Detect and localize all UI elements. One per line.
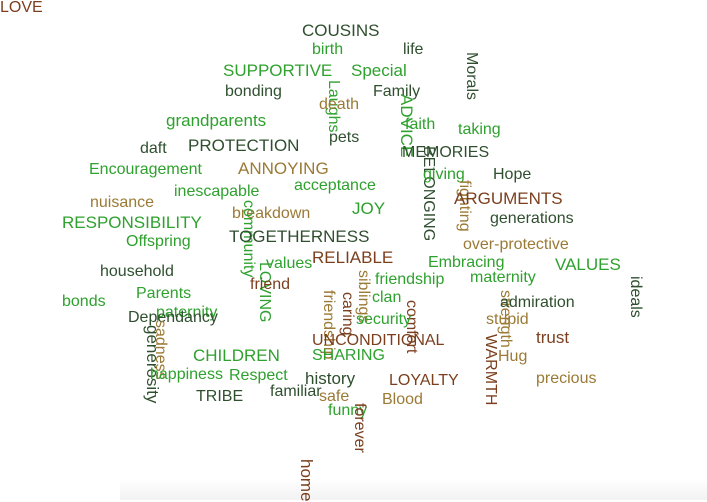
cloud-word: caring: [339, 292, 356, 336]
cloud-word: faith: [405, 116, 436, 133]
cloud-word: acceptance: [294, 177, 376, 194]
cloud-word: forever: [351, 403, 368, 453]
cloud-word: generations: [490, 210, 574, 227]
cloud-word: daft: [140, 140, 167, 157]
bottom-shadow: [120, 478, 707, 500]
cloud-word: admiration: [500, 294, 575, 311]
cloud-word: Family: [373, 83, 421, 100]
cloud-word: taking: [458, 121, 501, 138]
cloud-word: TRIBE: [196, 388, 244, 405]
cloud-word: Hope: [493, 166, 532, 183]
cloud-word: RELIABLE: [312, 248, 394, 267]
cloud-word: inescapable: [174, 183, 260, 200]
cloud-word: Embracing: [428, 254, 505, 271]
cloud-word: paternity: [156, 304, 218, 321]
cloud-word: Special: [351, 61, 407, 80]
cloud-word: history: [305, 369, 356, 388]
cloud-word: bonds: [62, 293, 106, 310]
cloud-word: pets: [329, 129, 360, 146]
cloud-word: Morals: [463, 52, 480, 101]
cloud-word: death: [319, 96, 360, 113]
cloud-word: WARMTH: [482, 334, 499, 406]
cloud-word: safe: [319, 388, 350, 405]
cloud-word: breakdown: [232, 205, 311, 222]
cloud-word: VALUES: [555, 255, 621, 274]
cloud-word: stupid: [486, 311, 529, 328]
cloud-word: generosity: [143, 325, 162, 404]
cloud-word: Encouragement: [89, 161, 202, 178]
cloud-word: grandparents: [166, 111, 267, 130]
cloud-word: MEMORIES: [402, 144, 490, 161]
cloud-word: nuisance: [90, 194, 155, 211]
cloud-word: giving: [423, 166, 465, 183]
cloud-word: RESPONSIBILITY: [62, 213, 202, 232]
cloud-word: maternity: [470, 269, 536, 286]
cloud-word: BELONGING: [420, 146, 437, 242]
cloud-word: TOGETHERNESS: [229, 227, 370, 246]
cloud-word: trust: [536, 328, 570, 347]
cloud-word: JOY: [352, 199, 386, 218]
cloud-word: Offspring: [126, 233, 191, 250]
cloud-word: LOVE: [0, 0, 43, 16]
cloud-word: Respect: [229, 367, 288, 384]
cloud-word: bonding: [225, 83, 282, 100]
cloud-word: Blood: [382, 391, 423, 408]
cloud-word: ANNOYING: [238, 159, 329, 178]
cloud-word: household: [100, 263, 174, 280]
cloud-word: COUSINS: [302, 21, 380, 40]
cloud-word: clan: [372, 289, 402, 306]
cloud-word: values: [266, 255, 313, 272]
cloud-word: friendship: [375, 271, 445, 288]
cloud-word: funny: [328, 402, 368, 419]
cloud-word: ideals: [627, 276, 644, 318]
cloud-word: precious: [536, 370, 597, 387]
cloud-word: birth: [312, 41, 344, 58]
cloud-word: Hug: [498, 348, 528, 365]
cloud-word: LOYALTY: [389, 372, 459, 389]
cloud-word: life: [403, 41, 424, 58]
cloud-word: friend: [250, 276, 291, 293]
cloud-word: familiar: [270, 383, 322, 400]
cloud-word: Dependancy: [128, 309, 218, 326]
cloud-word: CHILDREN: [193, 346, 280, 365]
cloud-word: ARGUMENTS: [454, 189, 563, 208]
cloud-word: over-protective: [463, 236, 569, 253]
cloud-word: SHARING: [312, 347, 385, 364]
cloud-word: PROTECTION: [188, 136, 300, 155]
cloud-word: security: [356, 311, 412, 328]
cloud-word: happiness: [150, 366, 223, 383]
cloud-word: Parents: [136, 285, 192, 302]
cloud-word: UNCONDITIONAL: [312, 332, 445, 349]
cloud-word: SUPPORTIVE: [223, 61, 333, 80]
